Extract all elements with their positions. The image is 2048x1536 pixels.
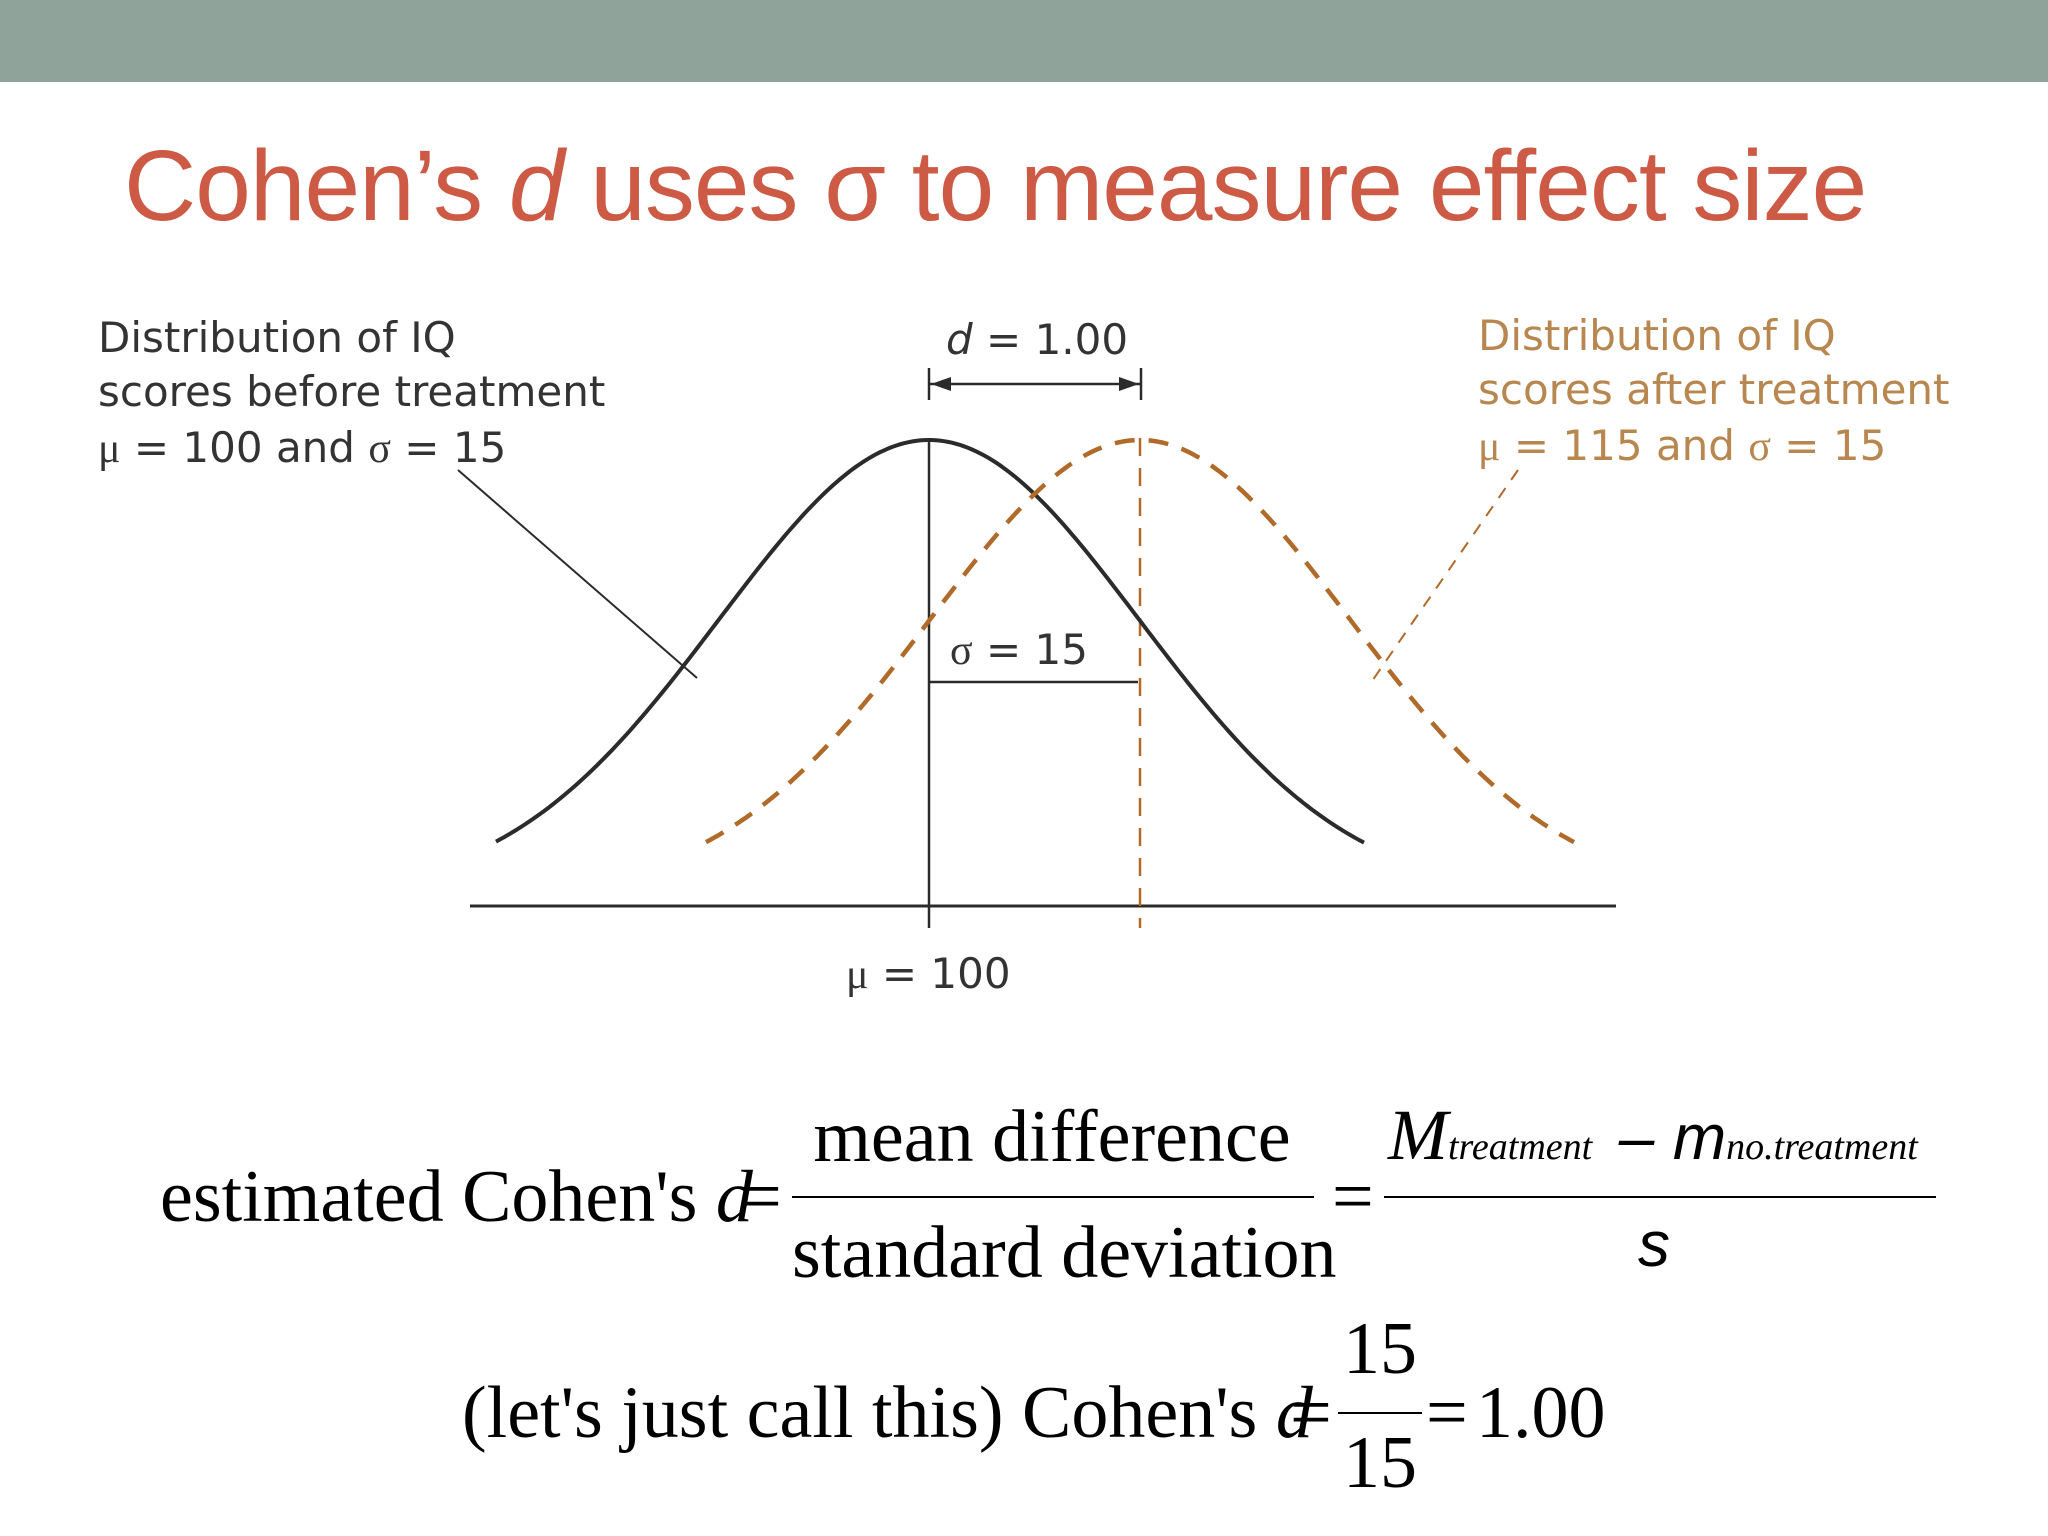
formula1-equals-2: =	[1332, 1156, 1374, 1238]
left-label-line-2: scores before treatment	[98, 367, 605, 416]
right-label-line-1: Distribution of IQ	[1478, 311, 1836, 360]
left-mu: μ	[98, 426, 121, 472]
formula2-equals-1: =	[1290, 1372, 1332, 1454]
formula2-num: 15	[1343, 1308, 1417, 1390]
formula1-den: standard deviation	[792, 1212, 1337, 1294]
formula1-minus: –	[1618, 1101, 1655, 1173]
formula1-s: s	[1638, 1208, 1670, 1280]
formula2-result: 1.00	[1476, 1372, 1606, 1454]
d-arrow-right-head	[1119, 377, 1139, 391]
right-sigma: σ	[1748, 424, 1771, 470]
left-params-mid: = 100 and	[121, 423, 369, 472]
sigma-label: σ = 15	[950, 625, 1088, 674]
left-sigma: σ	[368, 426, 391, 472]
formula1-M: M	[1388, 1095, 1448, 1175]
formula2-fraction-bar	[1338, 1412, 1422, 1414]
title-text-2: uses σ to measure effect size	[563, 130, 1867, 242]
right-params: μ = 115 and σ = 15	[1478, 421, 1886, 470]
curve-before-treatment	[495, 438, 1365, 845]
right-params-mid: = 115 and	[1501, 421, 1749, 470]
title-d: d	[508, 130, 565, 242]
left-params: μ = 100 and σ = 15	[98, 423, 506, 472]
mu-label-rest: = 100	[869, 949, 1011, 998]
formula-cohens-d-value: (let's just call this) Cohen's d = 15 15…	[462, 1312, 1662, 1500]
left-label-line-1: Distribution of IQ	[98, 313, 456, 362]
mu-label-mu: μ	[846, 952, 869, 998]
top-bar	[0, 0, 2048, 82]
d-label-rest: = 1.00	[973, 315, 1128, 364]
d-label-d: d	[946, 315, 973, 364]
sigma-label-sigma: σ	[950, 628, 973, 674]
formula1-sub-no-treatment: no.treatment	[1726, 1126, 1918, 1168]
formula1-num: mean difference	[813, 1096, 1291, 1178]
slide-title: Cohen’s d uses σ to measure effect size	[124, 136, 1867, 236]
formula2-equals-2: =	[1426, 1372, 1468, 1454]
formula-estimated-cohens-d: estimated Cohen's d = mean difference s t…	[160, 1099, 1960, 1290]
formula2-d: d	[1275, 1372, 1313, 1454]
right-label-line-2: scores after treatment	[1478, 365, 1950, 414]
formula2-lhs-text: (let's just call this) Cohen's	[462, 1372, 1276, 1454]
sigma-label-rest: = 15	[973, 625, 1088, 674]
left-pointer-line	[457, 469, 698, 679]
formula2-den: 15	[1343, 1422, 1417, 1504]
title-text-1: Cohen’s	[124, 130, 509, 242]
d-label: d = 1.00	[946, 315, 1128, 364]
formula2-lhs: (let's just call this) Cohen's d	[462, 1376, 1313, 1450]
formula1-numerator-symbols: Mtreatment – mno.treatment	[1388, 1098, 1918, 1172]
left-params-end: = 15	[391, 423, 506, 472]
right-pointer-line	[1369, 469, 1519, 685]
formula1-sub-treatment: treatment	[1447, 1126, 1593, 1168]
formula1-fraction-bar-2	[1384, 1196, 1936, 1198]
right-mu: μ	[1478, 424, 1501, 470]
right-params-end: = 15	[1771, 421, 1886, 470]
formula1-lhs: estimated Cohen's d	[160, 1160, 753, 1234]
formula1-d: d	[715, 1156, 753, 1238]
formula1-m: m	[1672, 1101, 1727, 1173]
formula1-lhs-text: estimated Cohen's	[160, 1156, 716, 1238]
mu-label: μ = 100	[846, 949, 1011, 998]
formula1-equals-1: =	[740, 1156, 782, 1238]
d-arrow-left-head	[931, 377, 951, 391]
formula1-fraction-bar-1	[792, 1196, 1314, 1198]
